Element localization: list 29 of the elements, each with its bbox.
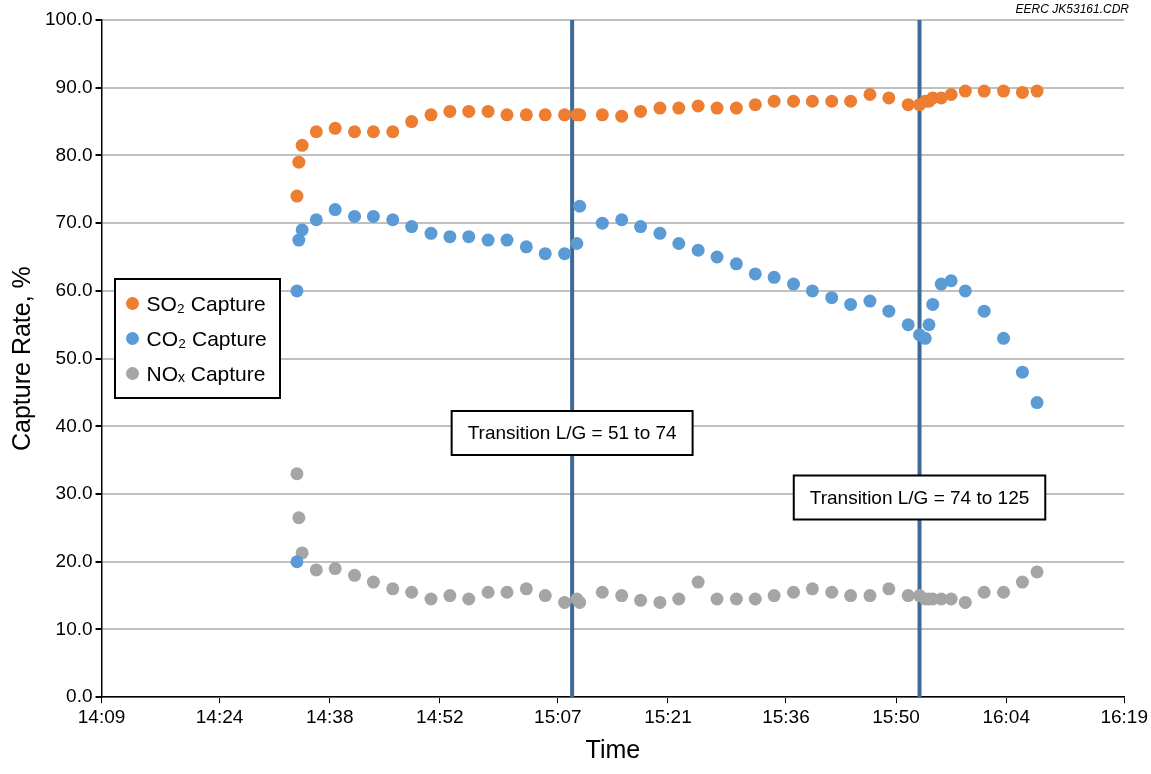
y-tick-label: 100.0 <box>45 8 93 30</box>
y-tick-label: 60.0 <box>55 279 93 301</box>
x-tick-label: 16:04 <box>982 705 1031 727</box>
x-tick-label: 14:09 <box>77 705 126 727</box>
y-tick-label: 0.0 <box>66 685 93 707</box>
y-tick-label: 50.0 <box>55 346 93 368</box>
y-tick-label: 80.0 <box>55 143 93 165</box>
x-tick-label: 15:21 <box>644 705 692 727</box>
x-tick-label: 15:07 <box>534 705 582 727</box>
text: EERC JK53161.CDR <box>1015 2 1129 16</box>
x-axis-title: Time <box>585 734 641 763</box>
x-tick-label: 15:36 <box>762 705 810 727</box>
annotation: Transition L/G = 74 to 125 <box>809 486 1030 508</box>
y-tick-label: 90.0 <box>55 75 93 97</box>
y-tick-label: 10.0 <box>55 617 93 639</box>
y-tick-label: 30.0 <box>55 482 93 504</box>
x-tick-label: 14:24 <box>195 705 244 727</box>
legend-label: SO₂ Capture <box>146 291 266 316</box>
x-tick-label: 16:19 <box>1100 705 1148 727</box>
y-tick-label: 20.0 <box>55 549 93 571</box>
x-tick-label: 15:50 <box>872 705 920 727</box>
x-tick-label: 14:52 <box>416 705 464 727</box>
annotation: Transition L/G = 51 to 74 <box>467 422 678 444</box>
legend-label: NOₓ Capture <box>146 361 266 386</box>
y-tick-label: 70.0 <box>55 211 93 233</box>
y-axis-title: Capture Rate, % <box>6 266 35 452</box>
x-tick-label: 14:38 <box>305 705 354 727</box>
y-tick-label: 40.0 <box>55 414 93 436</box>
legend-label: CO₂ Capture <box>146 326 267 351</box>
